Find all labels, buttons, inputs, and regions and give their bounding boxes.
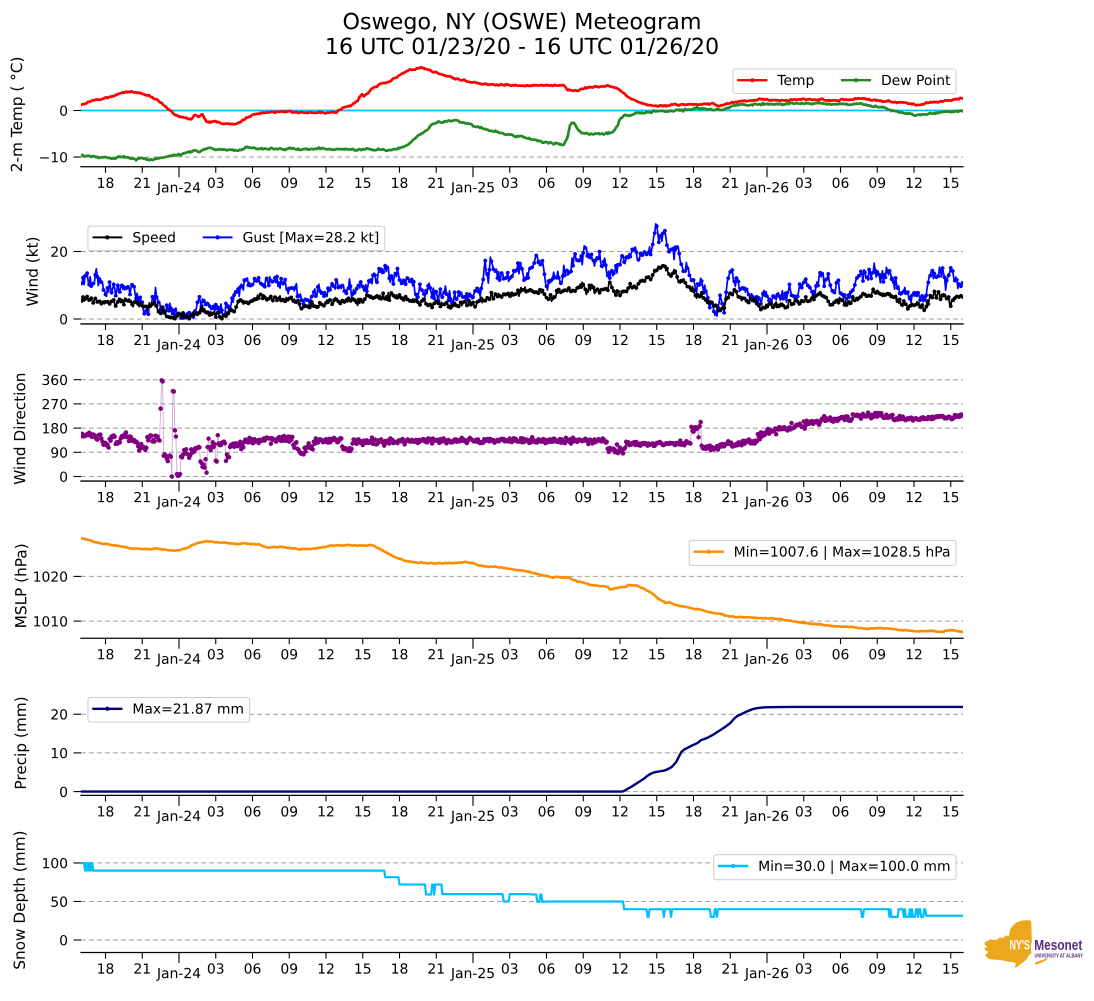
svg-text:Mesonet: Mesonet [1034,937,1082,954]
svg-text:UNIVERSITY AT ALBANY: UNIVERSITY AT ALBANY [1035,953,1084,959]
svg-text:NY'S: NY'S [1009,936,1030,952]
